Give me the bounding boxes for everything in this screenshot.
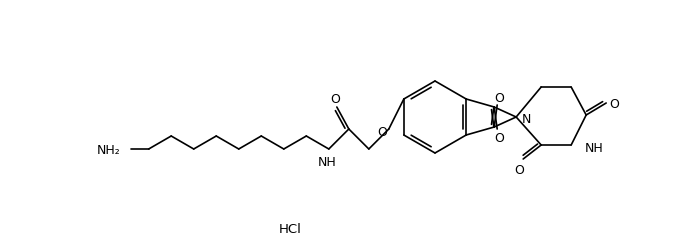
- Text: O: O: [494, 91, 504, 104]
- Text: NH: NH: [318, 155, 336, 168]
- Text: NH: NH: [585, 141, 604, 154]
- Text: NH₂: NH₂: [97, 143, 121, 156]
- Text: O: O: [377, 125, 387, 138]
- Text: O: O: [494, 131, 504, 144]
- Text: HCl: HCl: [278, 223, 302, 236]
- Text: O: O: [330, 92, 340, 105]
- Text: N: N: [522, 112, 531, 125]
- Text: O: O: [514, 163, 524, 176]
- Text: O: O: [609, 97, 619, 110]
